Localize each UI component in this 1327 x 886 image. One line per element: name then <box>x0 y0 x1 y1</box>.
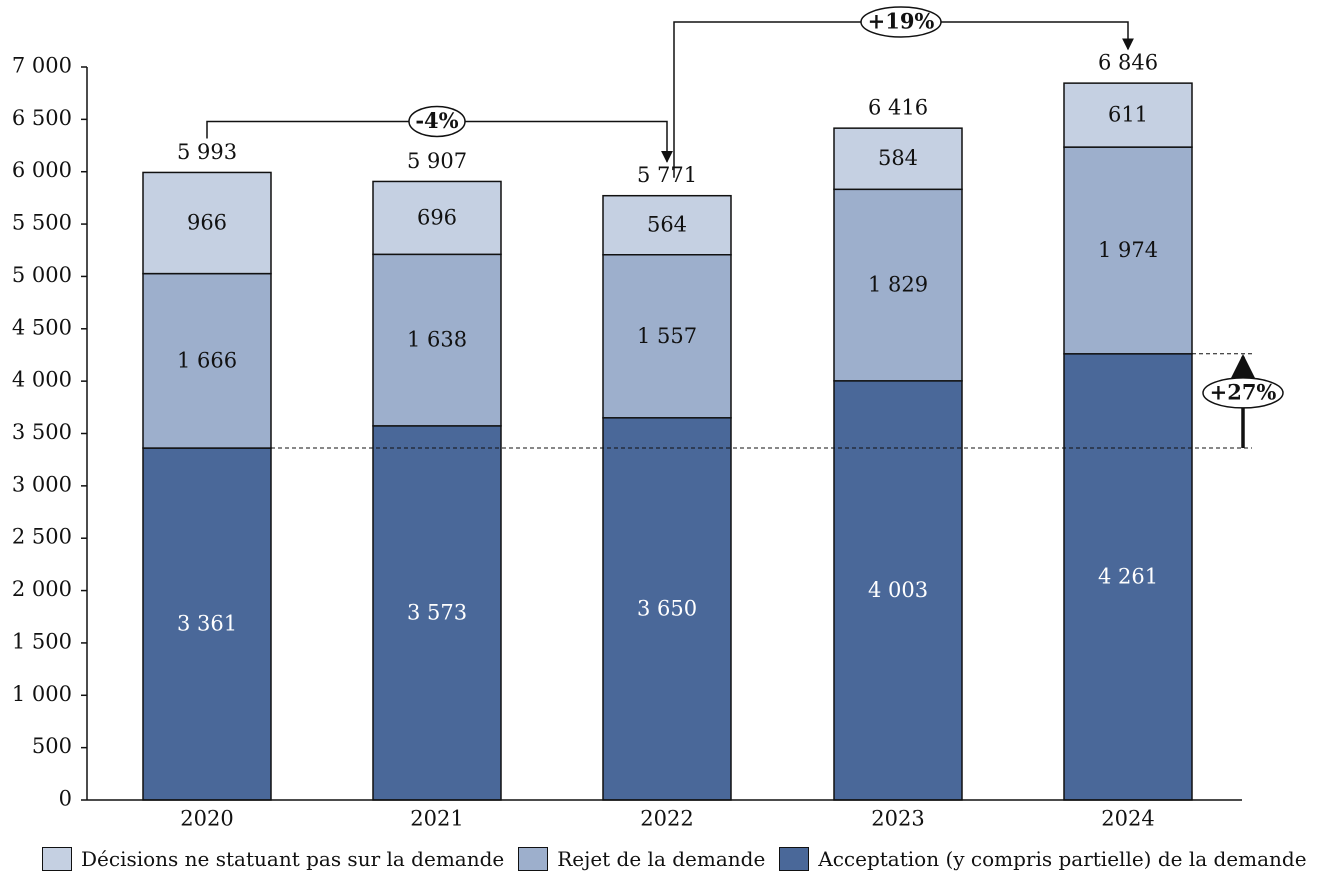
data-label: 1 974 <box>1098 238 1158 262</box>
legend-swatch <box>779 847 810 871</box>
x-tick-label: 2023 <box>871 807 924 831</box>
y-tick-label: 3 000 <box>12 472 72 496</box>
annotation-label: +19% <box>868 9 935 34</box>
data-label: 4 261 <box>1098 564 1158 588</box>
legend-swatch <box>518 847 549 871</box>
total-label: 5 907 <box>407 149 467 173</box>
y-tick-label: 5 500 <box>12 211 72 235</box>
y-tick-label: 500 <box>32 734 72 758</box>
y-tick-label: 2 000 <box>12 577 72 601</box>
data-label: 564 <box>647 213 687 237</box>
bar-segment <box>1063 353 1193 801</box>
legend-item: Décisions ne statuant pas sur la demande <box>42 847 504 871</box>
y-tick-label: 3 500 <box>12 420 72 444</box>
legend-label: Décisions ne statuant pas sur la demande <box>81 847 505 871</box>
annotation-label: +27% <box>1210 379 1277 404</box>
bar-segment <box>602 254 732 419</box>
bar-segment <box>142 272 272 449</box>
data-label: 1 829 <box>868 273 928 297</box>
y-tick-label: 7 000 <box>12 54 72 78</box>
data-label: 4 003 <box>868 578 928 602</box>
stacked-bar-chart: 3 361 1 666 966 5 993 3 573 1 638 696 5 907 3 65… <box>12 6 1284 831</box>
data-label: 696 <box>417 205 457 229</box>
annotation-badge <box>408 105 466 138</box>
bar-segment <box>833 188 963 382</box>
annotation-label: -4% <box>415 108 458 133</box>
total-label: 5 993 <box>177 140 237 164</box>
bar-segment <box>142 171 272 275</box>
chart-legend: Décisions ne statuant pas sur la demande… <box>42 844 1321 874</box>
bar-segment <box>1063 82 1193 148</box>
data-label: 966 <box>187 211 227 235</box>
legend-item: Acceptation (y compris partielle) de la … <box>779 847 1307 871</box>
y-tick-label: 0 <box>59 787 72 811</box>
data-label: 1 666 <box>177 348 237 372</box>
legend-label: Acceptation (y compris partielle) de la … <box>818 847 1307 871</box>
bar-segment <box>142 447 272 801</box>
bar-segment <box>372 425 502 801</box>
y-tick-label: 4 000 <box>12 368 72 392</box>
x-tick-label: 2024 <box>1101 807 1154 831</box>
annotation-badge <box>1202 377 1284 409</box>
legend-label: Rejet de la demande <box>557 847 766 871</box>
y-tick-label: 2 500 <box>12 525 72 549</box>
legend-item: Rejet de la demande <box>518 847 765 871</box>
bar-segment <box>372 253 502 427</box>
x-tick-label: 2021 <box>410 807 463 831</box>
total-label: 6 416 <box>868 96 928 120</box>
annotation-badge <box>860 6 942 38</box>
bar-segment <box>602 194 732 256</box>
data-label: 3 361 <box>177 612 237 636</box>
data-label: 584 <box>878 146 918 170</box>
data-label: 1 638 <box>407 328 467 352</box>
data-label: 1 557 <box>637 324 697 348</box>
y-tick-label: 1 000 <box>12 682 72 706</box>
data-label: 3 650 <box>637 596 697 620</box>
bar-segment <box>833 127 963 191</box>
y-tick-label: 4 500 <box>12 315 72 339</box>
data-label: 3 573 <box>407 600 467 624</box>
x-tick-label: 2022 <box>640 807 693 831</box>
total-label: 6 846 <box>1098 51 1158 75</box>
y-tick-label: 6 500 <box>12 106 72 130</box>
y-tick-label: 1 500 <box>12 629 72 653</box>
bar-segment <box>833 380 963 801</box>
y-tick-label: 5 000 <box>12 263 72 287</box>
y-tick-label: 6 000 <box>12 158 72 182</box>
x-tick-label: 2020 <box>180 807 233 831</box>
data-label: 611 <box>1108 103 1148 127</box>
bar-segment <box>372 180 502 256</box>
legend-swatch <box>42 847 72 871</box>
total-label: 5 771 <box>637 163 697 187</box>
